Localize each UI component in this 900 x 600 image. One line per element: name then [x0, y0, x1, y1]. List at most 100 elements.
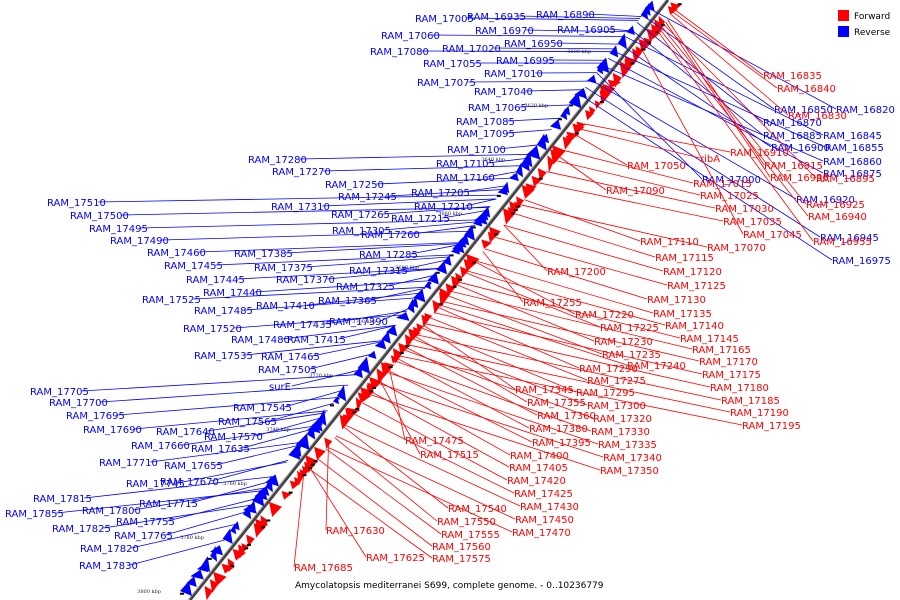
forward-label-leader [575, 134, 628, 166]
reverse-gene-label: RAM_17465 [261, 352, 320, 363]
forward-gene-mark [314, 446, 326, 461]
gene-tick-mark [599, 100, 604, 103]
legend-reverse-swatch [838, 26, 849, 37]
reverse-label-leader [442, 209, 488, 219]
reverse-gene-mark [210, 545, 218, 562]
reverse-gene-label: RAM_17205 [411, 188, 470, 199]
reverse-gene-label: RAM_16860 [823, 157, 882, 168]
forward-label-leader [467, 270, 666, 326]
forward-label-leader [674, 9, 764, 76]
reverse-gene-label: RAM_17505 [258, 365, 317, 376]
forward-label-leader [386, 371, 599, 445]
gene-tick-mark [399, 352, 404, 355]
forward-label-leader [425, 323, 711, 388]
reverse-gene-mark [367, 350, 377, 359]
reverse-gene-mark [395, 311, 410, 321]
legend-reverse-label: Reverse [854, 28, 891, 38]
reverse-gene-label: RAM_17690 [83, 425, 142, 436]
forward-label-leader [370, 391, 510, 468]
forward-gene-label: RAM_17050 [627, 161, 686, 172]
reverse-gene-label: RAM_17670 [160, 477, 219, 488]
gene-tick-mark [513, 209, 518, 212]
reverse-gene-mark [427, 271, 439, 285]
reverse-gene-mark [307, 422, 321, 434]
reverse-gene-label: RAM_17365 [318, 296, 377, 307]
forward-label-leader [389, 368, 406, 441]
reverse-label-leader [608, 58, 824, 174]
reverse-gene-label: RAM_17065 [468, 103, 527, 114]
reverse-gene-mark [450, 245, 461, 255]
forward-label-leader [412, 338, 588, 406]
reverse-gene-mark [222, 528, 233, 545]
reverse-gene-mark [508, 172, 519, 182]
forward-label-leader [642, 50, 744, 235]
forward-gene-label: RAM_17630 [326, 526, 385, 537]
reverse-label-leader [642, 14, 775, 110]
reverse-gene-label: RAM_17635 [191, 444, 250, 455]
forward-gene-label: RAM_17550 [437, 517, 496, 528]
forward-gene-label: RAM_17180 [710, 383, 769, 394]
forward-label-leader [465, 272, 601, 328]
forward-gene-label: ribA [700, 154, 720, 165]
gene-tick-mark [458, 278, 463, 281]
forward-gene-label: RAM_17540 [448, 504, 507, 515]
forward-gene-label: RAM_17240 [627, 361, 686, 372]
reverse-gene-label: RAM_17250 [325, 180, 384, 191]
reverse-gene-label: RAM_17815 [33, 494, 92, 505]
reverse-gene-mark [265, 474, 279, 487]
reverse-gene-label: RAM_16845 [823, 131, 882, 142]
forward-label-leader [659, 28, 809, 217]
forward-gene-mark [667, 6, 678, 15]
reverse-gene-label: RAM_17500 [70, 211, 129, 222]
reverse-label-leader [234, 314, 405, 329]
reverse-gene-label: RAM_17060 [381, 31, 440, 42]
reverse-label-leader [487, 171, 519, 178]
reverse-gene-mark [381, 331, 391, 344]
reverse-label-leader [579, 94, 833, 261]
reverse-gene-label: RAM_16890 [536, 10, 595, 21]
reverse-label-leader [193, 286, 426, 300]
reverse-gene-mark [497, 186, 509, 196]
forward-label-leader [584, 123, 731, 153]
reverse-gene-mark [442, 255, 452, 266]
forward-label-leader [450, 291, 693, 350]
forward-label-leader [558, 155, 607, 191]
forward-gene-label: RAM_17575 [432, 554, 491, 565]
reverse-label-leader [291, 369, 361, 387]
reverse-label-leader [619, 43, 772, 148]
forward-gene-label: RAM_17025 [700, 191, 759, 202]
reverse-label-leader [498, 144, 540, 150]
reverse-label-leader [117, 397, 339, 416]
gene-tick-mark [266, 519, 271, 522]
reverse-label-leader [323, 165, 523, 172]
reverse-gene-label: surE [269, 382, 291, 393]
forward-gene-mark [357, 392, 372, 403]
forward-gene-label: RAM_17175 [702, 370, 761, 381]
gene-tick-mark [569, 104, 574, 107]
forward-gene-mark [232, 548, 247, 561]
genome-axis-shadow [187, 0, 667, 600]
forward-label-leader [293, 476, 304, 568]
forward-gene-label: RAM_17345 [515, 385, 574, 396]
gene-tick-mark [405, 345, 410, 348]
reverse-label-leader [462, 185, 507, 193]
forward-gene-mark [268, 501, 282, 517]
reverse-label-leader [596, 72, 703, 180]
reverse-gene-label: RAM_16820 [836, 105, 895, 116]
forward-gene-label: RAM_17355 [527, 398, 586, 409]
reverse-gene-label: RAM_17525 [142, 295, 201, 306]
gene-tick-mark [207, 557, 212, 560]
reverse-label-leader [648, 7, 837, 110]
reverse-label-leader [133, 487, 267, 511]
reverse-gene-label: RAM_16885 [763, 131, 822, 142]
reverse-gene-label: RAM_17855 [5, 509, 64, 520]
forward-label-leader [513, 212, 656, 258]
reverse-label-leader [299, 153, 532, 160]
forward-label-leader [434, 312, 703, 375]
reverse-label-leader [636, 22, 764, 123]
reverse-label-leader [307, 292, 422, 306]
reverse-label-leader [387, 274, 436, 287]
reverse-label-leader [376, 177, 513, 185]
reverse-gene-label: RAM_17160 [436, 173, 495, 184]
reverse-label-leader [131, 523, 238, 549]
